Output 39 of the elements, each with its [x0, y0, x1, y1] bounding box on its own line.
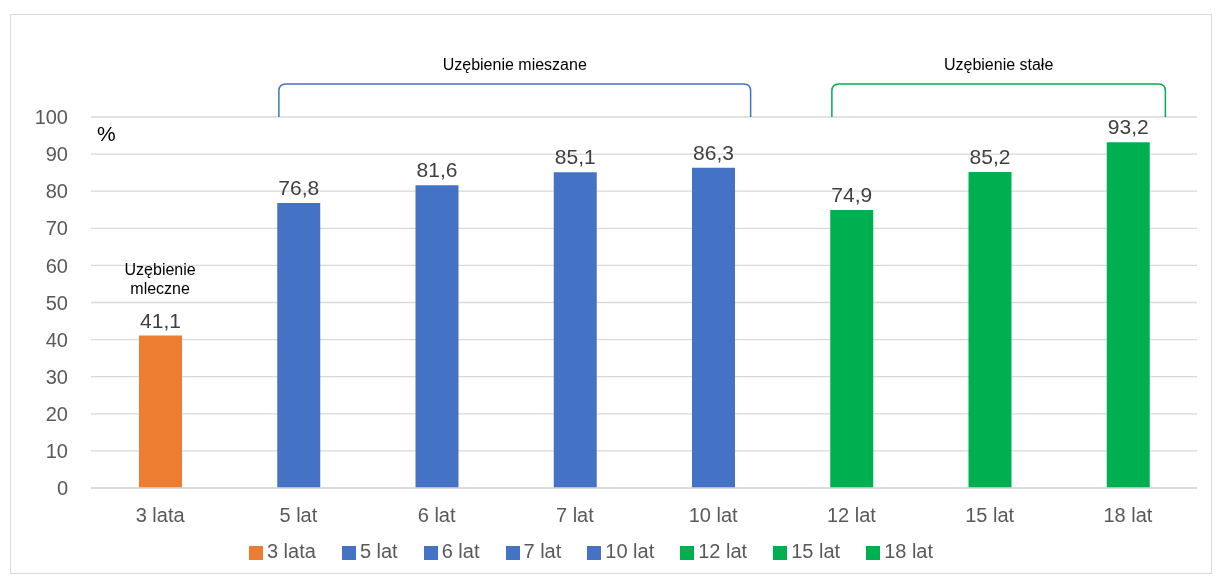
x-tick-label: 18 lat	[1103, 504, 1153, 527]
data-label: 86,3	[693, 140, 734, 164]
y-tick-label: 90	[45, 143, 68, 166]
text: Uzębienie stałe	[943, 55, 1054, 74]
data-label: 41,1	[140, 308, 181, 332]
y-tick-label: 80	[45, 180, 68, 203]
y-tick-label: 20	[45, 402, 68, 425]
legend-label: 7 lat	[523, 540, 562, 562]
text: Uzębienie mieszane	[442, 55, 587, 74]
annotation: Uzębienie mleczne	[124, 259, 196, 298]
data-label: 93,2	[1107, 115, 1149, 139]
y-tick-label: 60	[45, 254, 68, 277]
data-label: 76,8	[278, 176, 320, 200]
y-tick-label: 70	[45, 217, 68, 240]
legend-label: 10 lat	[605, 540, 655, 562]
x-tick-label: 3 lata	[135, 504, 186, 527]
y-axis-title: %	[97, 122, 116, 146]
y-tick-label: 100	[34, 106, 68, 129]
y-tick-label: 30	[45, 365, 68, 388]
y-tick-label: 50	[45, 291, 68, 314]
legend-label: 12 lat	[698, 540, 748, 562]
x-tick-label: 5 lat	[279, 504, 318, 527]
x-tick-label: 6 lat	[417, 504, 456, 527]
legend-label: 15 lat	[791, 540, 841, 562]
y-tick-label: 0	[56, 477, 68, 500]
data-label: 85,1	[554, 145, 596, 169]
x-tick-label: 15 lat	[965, 504, 1015, 527]
legend-label: 5 lat	[359, 540, 398, 562]
x-tick-label: 12 lat	[826, 504, 877, 527]
x-tick-label: 7 lat	[555, 504, 595, 527]
legend-label: 18 lat	[884, 540, 934, 562]
legend-label: 6 lat	[441, 540, 480, 562]
data-label: 74,9	[831, 183, 873, 207]
data-label: 85,2	[969, 144, 1011, 168]
y-tick-label: 10	[45, 440, 68, 462]
legend-label: 3 lata	[266, 540, 316, 562]
data-label: 81,6	[416, 158, 458, 182]
x-tick-label: 10 lat	[688, 504, 739, 527]
y-tick-label: 40	[45, 328, 68, 351]
